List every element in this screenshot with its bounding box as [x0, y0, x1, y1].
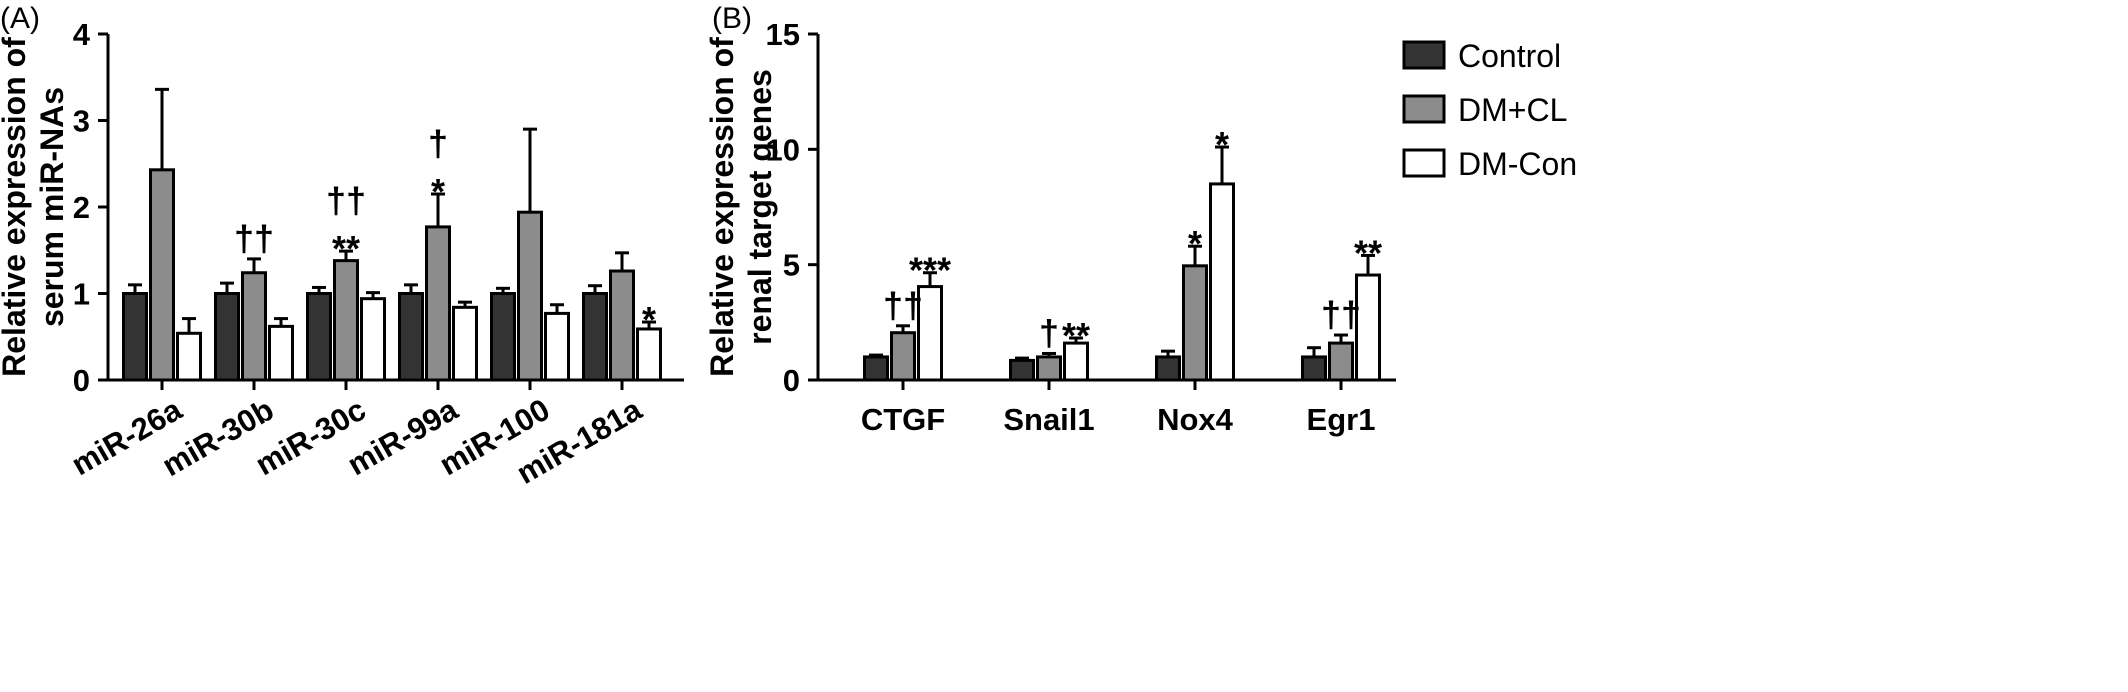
legend-swatch [1402, 148, 1446, 178]
y-tick-label: 5 [783, 248, 800, 283]
bar [490, 292, 516, 382]
bar [1009, 358, 1035, 382]
bar [149, 168, 175, 382]
bar [1155, 355, 1181, 382]
bar [398, 292, 424, 382]
significance-dagger: †† [883, 285, 923, 326]
y-axis-label-line: renal target genes [742, 69, 778, 345]
significance-stars: *** [909, 250, 951, 291]
y-axis-label: Relative expression ofserum miR-NAs [0, 37, 70, 377]
bar [1301, 355, 1327, 382]
bar [1355, 273, 1381, 382]
significance-dagger: † [1039, 312, 1059, 353]
significance-stars: * [1188, 223, 1202, 264]
panel-label: (A) [0, 2, 40, 35]
y-tick-label: 0 [783, 363, 800, 398]
bar [122, 292, 148, 382]
bar [241, 271, 267, 382]
legend-label: DM-Con [1458, 146, 1577, 182]
y-tick-label: 3 [73, 104, 90, 139]
bar [636, 327, 662, 382]
bar [1182, 264, 1208, 382]
significance-dagger: †† [326, 180, 366, 221]
bar [917, 285, 943, 382]
bar [609, 269, 635, 382]
bar [1036, 355, 1062, 382]
x-tick-label: Nox4 [1157, 402, 1234, 437]
legend-label: Control [1458, 38, 1561, 74]
significance-stars: ** [1062, 315, 1090, 356]
legend-swatch [1402, 40, 1446, 70]
significance-stars: ** [1354, 232, 1382, 273]
bar [268, 324, 294, 382]
y-tick-label: 0 [73, 363, 90, 398]
bar [1328, 341, 1354, 382]
bar [582, 292, 608, 382]
bar [1209, 182, 1235, 382]
significance-dagger: †† [234, 218, 274, 259]
significance-dagger: †† [1321, 294, 1361, 335]
x-tick-label: CTGF [861, 402, 945, 437]
bar [425, 225, 451, 382]
significance-dagger: † [428, 123, 448, 164]
bar [863, 355, 889, 382]
bar [214, 292, 240, 382]
y-axis-label-line: Relative expression of [0, 37, 32, 377]
bar [517, 210, 543, 382]
bar [333, 259, 359, 382]
legend-swatch [1402, 94, 1446, 124]
y-axis-label: Relative expression ofrenal target genes [704, 37, 778, 377]
bar [360, 297, 386, 382]
panel-label: (B) [712, 2, 752, 35]
y-tick-label: 2 [73, 190, 90, 225]
bar [306, 292, 332, 382]
bar [176, 331, 202, 382]
y-axis-label-line: serum miR-NAs [34, 87, 70, 327]
significance-stars: * [642, 299, 656, 340]
legend: Control DM+CL DM-Con [1402, 38, 1577, 182]
x-tick-label: Egr1 [1307, 402, 1376, 437]
y-axis-label-line: Relative expression of [704, 37, 740, 377]
bar [544, 311, 570, 382]
bar [452, 305, 478, 382]
x-tick-label: Snail1 [1003, 402, 1094, 437]
y-tick-label: 4 [73, 17, 91, 52]
bar [890, 331, 916, 382]
significance-stars: * [431, 171, 445, 212]
y-tick-label: 10 [766, 132, 800, 167]
y-tick-label: 1 [73, 277, 90, 312]
y-tick-label: 15 [766, 17, 800, 52]
significance-stars: * [1215, 124, 1229, 165]
significance-stars: ** [332, 228, 360, 269]
bar [1063, 341, 1089, 382]
legend-label: DM+CL [1458, 92, 1567, 128]
